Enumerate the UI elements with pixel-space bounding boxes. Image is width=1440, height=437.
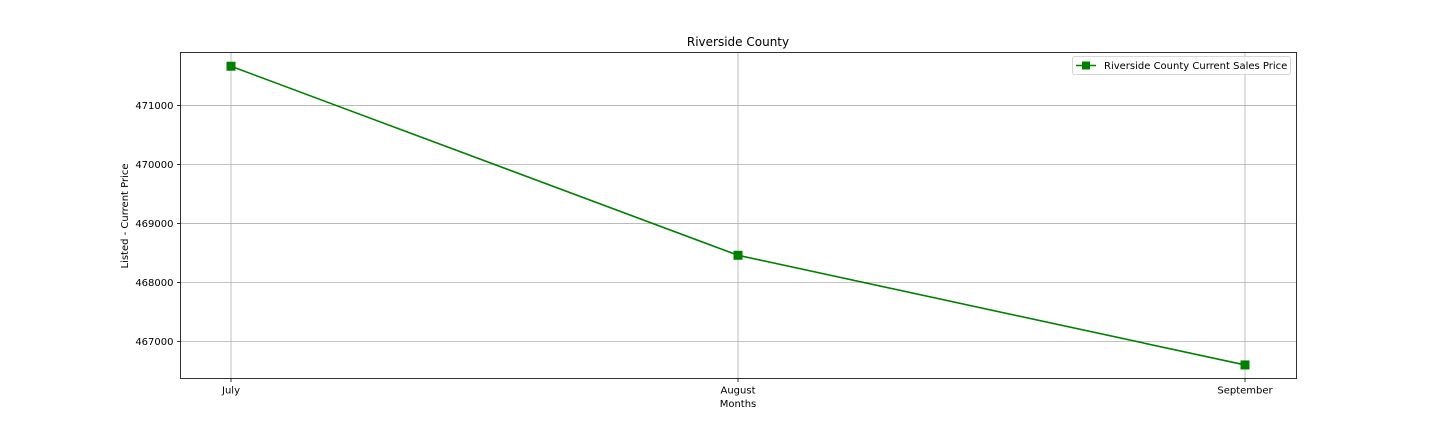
x-tick-label: July	[221, 386, 240, 397]
x-tick-label: August	[721, 386, 756, 397]
y-tick-label: 467000	[135, 337, 173, 348]
legend-box	[1072, 56, 1291, 75]
x-axis-ticks: July August September	[221, 378, 1274, 397]
x-tick-label: September	[1217, 386, 1273, 397]
data-point-marker	[226, 61, 236, 71]
legend-marker-swatch	[1082, 61, 1090, 70]
y-tick-label: 469000	[135, 219, 173, 230]
y-tick-label: 471000	[135, 101, 173, 112]
plot-frame	[180, 52, 1297, 379]
y-axis-label: Listed - Current Price	[120, 163, 131, 268]
y-tick-label: 470000	[135, 160, 173, 171]
y-tick-label: 468000	[135, 278, 173, 289]
data-point-marker	[733, 250, 743, 260]
legend-entry-label: Riverside County Current Sales Price	[1104, 61, 1287, 72]
chart-title: Riverside County	[687, 35, 789, 49]
legend: Riverside County Current Sales Price	[1072, 56, 1291, 75]
x-axis-label: Months	[720, 399, 757, 410]
data-point-marker	[1240, 360, 1250, 370]
y-axis-ticks: 467000 468000 469000 470000 471000	[135, 101, 181, 348]
series-layer	[226, 61, 1250, 370]
grid-lines	[180, 52, 1297, 379]
